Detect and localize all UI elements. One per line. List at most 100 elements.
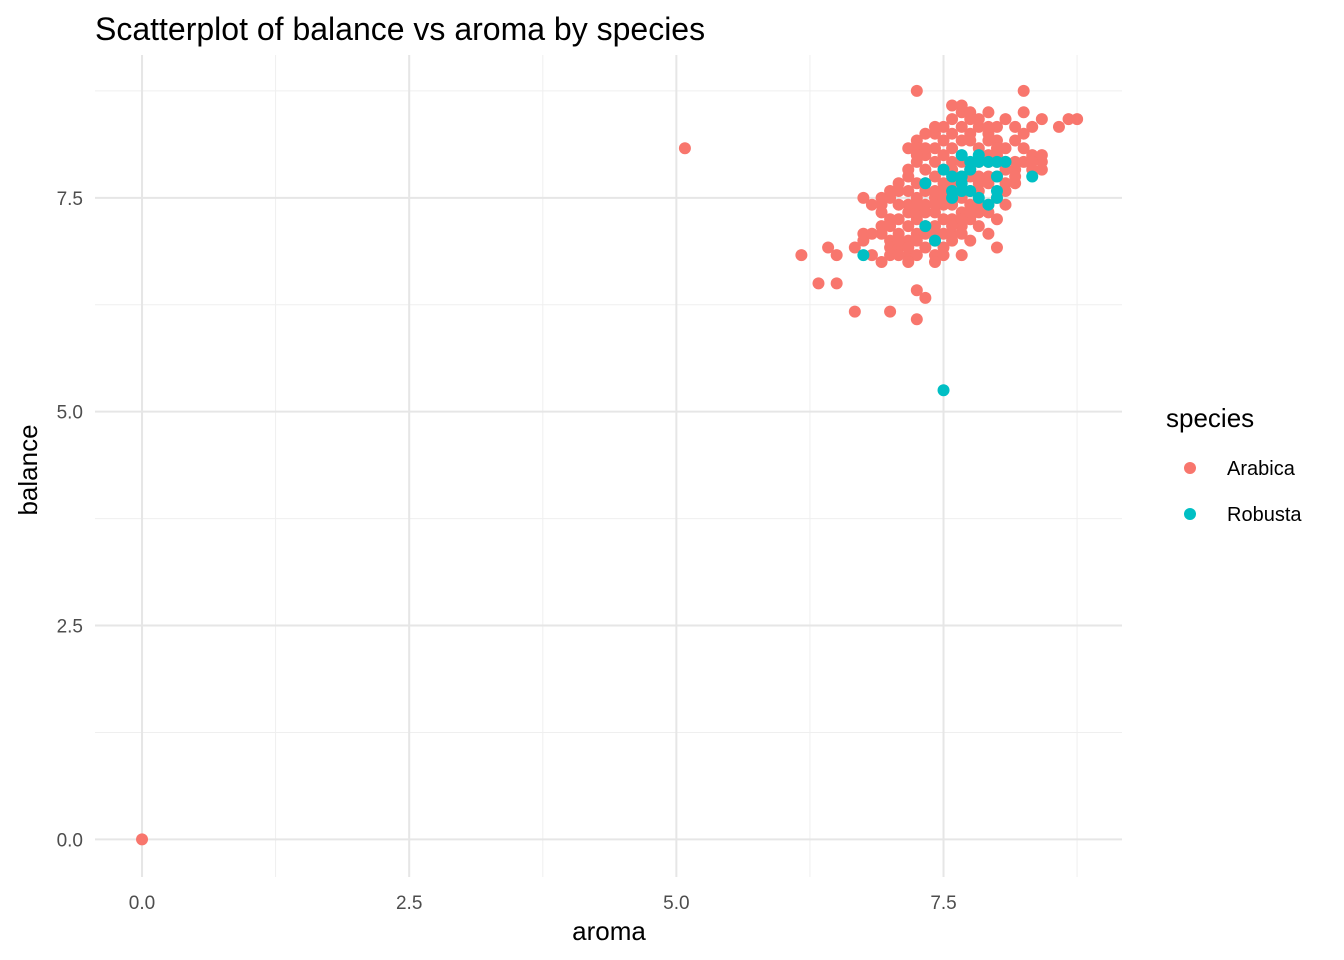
data-point xyxy=(937,163,950,176)
data-point xyxy=(928,185,941,198)
data-point xyxy=(972,220,985,233)
data-point xyxy=(1052,120,1065,133)
data-point xyxy=(964,127,977,140)
data-point xyxy=(1017,84,1030,97)
data-point xyxy=(937,213,950,226)
data-point xyxy=(928,198,941,211)
data-point xyxy=(1017,142,1030,155)
data-point xyxy=(999,113,1012,126)
x-tick-label: 5.0 xyxy=(663,893,689,914)
data-point xyxy=(910,84,923,97)
data-point xyxy=(919,177,932,190)
data-point xyxy=(937,149,950,162)
data-point xyxy=(830,249,843,262)
data-point xyxy=(1035,149,1048,162)
y-tick-label: 2.5 xyxy=(57,617,83,638)
data-point xyxy=(910,249,923,262)
data-point xyxy=(919,206,932,219)
data-point xyxy=(830,277,843,290)
data-point xyxy=(964,185,977,198)
data-point xyxy=(884,220,897,233)
legend-label-arabica: Arabica xyxy=(1227,458,1296,480)
data-point xyxy=(902,142,915,155)
data-point xyxy=(964,155,977,168)
data-point xyxy=(892,198,905,211)
data-point xyxy=(946,142,959,155)
data-point xyxy=(999,198,1012,211)
data-point xyxy=(990,241,1003,254)
series-arabica xyxy=(136,84,1084,846)
data-point xyxy=(964,106,977,119)
data-point xyxy=(857,249,870,262)
data-point xyxy=(937,120,950,133)
data-point xyxy=(946,113,959,126)
data-point xyxy=(1017,127,1030,140)
data-point xyxy=(946,99,959,112)
legend-label-robusta: Robusta xyxy=(1227,504,1302,526)
data-point xyxy=(1009,155,1022,168)
data-point xyxy=(812,277,825,290)
data-point xyxy=(1017,155,1030,168)
series-robusta xyxy=(857,149,1039,397)
data-point xyxy=(928,142,941,155)
data-point xyxy=(884,305,897,318)
data-point xyxy=(982,134,995,147)
data-point xyxy=(865,249,878,262)
data-point xyxy=(972,170,985,183)
data-point xyxy=(919,220,932,233)
data-point xyxy=(1026,120,1039,133)
data-point xyxy=(1035,113,1048,126)
y-tick-label: 7.5 xyxy=(57,189,83,210)
data-point xyxy=(928,155,941,168)
data-point xyxy=(1026,170,1039,183)
data-point xyxy=(990,213,1003,226)
data-point xyxy=(999,155,1012,168)
data-point xyxy=(902,163,915,176)
data-point xyxy=(136,833,149,846)
data-point xyxy=(1071,113,1084,126)
data-point xyxy=(972,149,985,162)
data-points xyxy=(136,84,1084,846)
data-point xyxy=(982,155,995,168)
data-point xyxy=(892,249,905,262)
data-point xyxy=(865,227,878,240)
data-point xyxy=(875,198,888,211)
data-point xyxy=(910,284,923,297)
data-point xyxy=(982,106,995,119)
data-point xyxy=(928,234,941,247)
data-point xyxy=(955,249,968,262)
x-tick-label: 2.5 xyxy=(396,893,422,914)
data-point xyxy=(848,241,861,254)
data-point xyxy=(902,185,915,198)
data-point xyxy=(795,249,808,262)
y-tick-label: 0.0 xyxy=(57,830,83,851)
data-point xyxy=(928,170,941,183)
data-point xyxy=(955,170,968,183)
legend-title: species xyxy=(1166,403,1254,433)
tick-labels: 0.0 2.5 5.0 7.5 0.0 2.5 5.0 7.5 xyxy=(57,189,957,914)
data-point xyxy=(892,234,905,247)
data-point xyxy=(946,127,959,140)
x-tick-label: 0.0 xyxy=(129,893,155,914)
data-point xyxy=(955,99,968,112)
data-point xyxy=(972,191,985,204)
data-point xyxy=(848,305,861,318)
chart-title: Scatterplot of balance vs aroma by speci… xyxy=(95,11,705,47)
data-point xyxy=(678,142,691,155)
data-point xyxy=(884,185,897,198)
data-point xyxy=(964,206,977,219)
data-point xyxy=(1026,155,1039,168)
data-point xyxy=(910,177,923,190)
data-point xyxy=(902,220,915,233)
data-point xyxy=(902,255,915,268)
data-point xyxy=(937,384,950,397)
data-point xyxy=(910,149,923,162)
data-point xyxy=(902,241,915,254)
data-point xyxy=(937,227,950,240)
data-point xyxy=(982,120,995,133)
data-point xyxy=(946,155,959,168)
data-point xyxy=(955,213,968,226)
data-point xyxy=(919,142,932,155)
data-point xyxy=(1009,134,1022,147)
